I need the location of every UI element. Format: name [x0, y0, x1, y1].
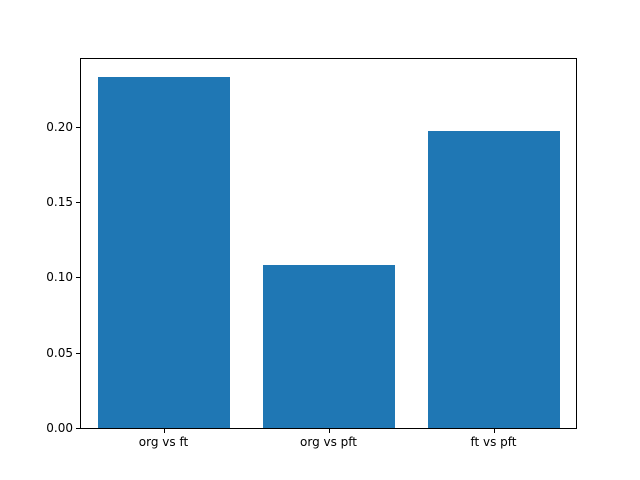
y-tick-mark	[76, 277, 80, 279]
x-tick-label: org vs ft	[138, 435, 189, 449]
bar-org-vs-ft	[97, 77, 230, 428]
x-tick-label: org vs pft	[300, 435, 357, 449]
y-tick-mark	[76, 428, 80, 429]
x-tick-mark	[328, 429, 330, 433]
x-tick-mark	[493, 429, 495, 433]
x-tick-label: ft vs pft	[470, 435, 517, 449]
y-tick-label: 0.15	[46, 195, 73, 210]
bar-ft-vs-pft	[427, 131, 560, 428]
y-tick-label: 0.00	[46, 421, 73, 435]
y-tick-label: 0.20	[46, 119, 73, 134]
y-tick-label: 0.10	[46, 270, 73, 285]
plot-area: org vs ft org vs pft ft vs pft 0.00 0.05 0.10…	[46, 58, 577, 449]
y-tick-mark	[76, 126, 80, 128]
y-tick-label: 0.05	[46, 345, 73, 360]
x-tick-mark	[163, 429, 165, 433]
bar-org-vs-pft	[262, 265, 395, 428]
y-tick-mark	[76, 202, 80, 204]
y-tick-mark	[76, 352, 80, 354]
